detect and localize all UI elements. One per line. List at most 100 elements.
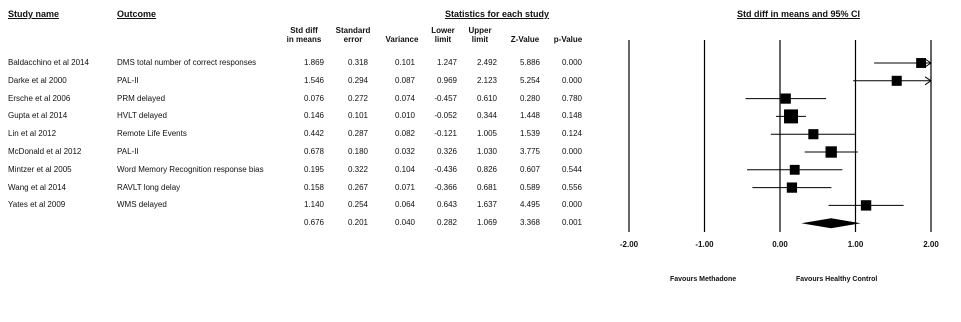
- col-std-diff-line2: in means: [286, 35, 322, 44]
- z-cell: 5.254: [519, 75, 540, 85]
- col-std-error-line1: Standard: [335, 26, 371, 35]
- summary-z-cell: 3.368: [519, 218, 540, 228]
- z-cell: 3.775: [519, 147, 540, 156]
- p-cell: 0.000: [561, 75, 582, 85]
- study-name-cell: Gupta et al 2014: [8, 111, 68, 121]
- se-cell: 0.180: [347, 147, 368, 156]
- study-name-cell: Baldacchino et al 2014: [8, 58, 89, 67]
- upper-cell: 2.123: [476, 75, 497, 85]
- study-point: [789, 164, 800, 175]
- favours-left-label: Favours Methadone: [670, 276, 737, 283]
- statistics-header: Statistics for each study: [445, 9, 550, 19]
- col-z-header: Z-Value: [505, 26, 545, 44]
- var-cell: 0.101: [394, 58, 415, 67]
- outcome-header: Outcome: [117, 9, 157, 19]
- x-tick-label: 2.00: [923, 240, 939, 249]
- var-cell: 0.010: [394, 111, 415, 121]
- study-point: [780, 93, 791, 104]
- outcome-cell: Remote Life Events: [117, 129, 187, 139]
- p-cell: 0.148: [561, 111, 582, 121]
- study-point: [891, 75, 902, 86]
- outcome-cell: Word Memory Recognition response bias: [117, 164, 264, 174]
- var-cell: 0.074: [394, 93, 415, 103]
- z-cell: 0.607: [519, 164, 540, 174]
- study-name-cell: Lin et al 2012: [8, 129, 57, 139]
- x-tick-label: 1.00: [847, 240, 864, 249]
- study-point: [916, 58, 927, 68]
- study-point: [825, 146, 837, 158]
- upper-cell: 0.344: [476, 111, 497, 121]
- upper-cell: 1.030: [476, 147, 497, 156]
- plot-title: Std diff in means and 95% CI: [737, 9, 861, 19]
- study-point: [784, 109, 799, 124]
- smd-cell: 1.140: [303, 200, 324, 210]
- study-point: [860, 200, 872, 211]
- col-upper-line1: Upper: [468, 26, 492, 35]
- lower-cell: 1.247: [436, 58, 457, 67]
- summary-smd-cell: 0.676: [303, 218, 324, 228]
- se-cell: 0.254: [347, 200, 368, 210]
- p-cell: 0.556: [561, 182, 582, 192]
- col-variance-line2: Variance: [385, 35, 419, 44]
- var-cell: 0.064: [394, 200, 415, 210]
- col-std-error-header: Standard error: [331, 26, 375, 44]
- col-upper-line2: limit: [471, 35, 489, 44]
- outcome-cell: WMS delayed: [117, 200, 167, 210]
- upper-cell: 0.610: [476, 93, 497, 103]
- se-cell: 0.101: [347, 111, 368, 121]
- upper-cell: 1.637: [476, 200, 497, 210]
- z-cell: 4.495: [519, 200, 540, 210]
- smd-cell: 0.678: [303, 147, 324, 156]
- study-name-cell: Yates et al 2009: [8, 200, 66, 210]
- p-cell: 0.000: [561, 200, 582, 210]
- ci-arrow: [924, 58, 932, 68]
- col-variance-header: Variance: [380, 26, 424, 44]
- x-tick-label: 0.00: [772, 240, 788, 249]
- outcome-cell: PAL-II: [117, 147, 139, 156]
- upper-cell: 1.005: [476, 129, 497, 139]
- se-cell: 0.272: [347, 93, 368, 103]
- z-cell: 1.539: [519, 129, 540, 139]
- summary-upper-cell: 1.069: [476, 218, 497, 228]
- outcome-cell: HVLT delayed: [117, 111, 167, 121]
- p-cell: 0.124: [561, 129, 582, 139]
- upper-cell: 0.826: [476, 164, 497, 174]
- summary-p-cell: 0.001: [561, 218, 582, 228]
- p-cell: 0.000: [561, 147, 582, 156]
- smd-cell: 1.869: [303, 58, 324, 67]
- col-std-error-line2: error: [343, 35, 363, 44]
- lower-cell: 0.326: [436, 147, 457, 156]
- smd-cell: 0.158: [303, 182, 324, 192]
- se-cell: 0.267: [347, 182, 368, 192]
- x-tick-label: -2.00: [619, 240, 639, 249]
- favours-right-label: Favours Healthy Control: [796, 276, 878, 283]
- col-p-line2: p-Value: [553, 35, 583, 44]
- summary-lower-cell: 0.282: [436, 218, 457, 228]
- var-cell: 0.071: [394, 182, 415, 192]
- smd-cell: 0.442: [303, 129, 324, 139]
- z-cell: 0.280: [519, 93, 540, 103]
- z-cell: 0.589: [519, 182, 540, 192]
- lower-cell: 0.643: [436, 200, 457, 210]
- summary-se-cell: 0.201: [347, 218, 368, 228]
- smd-cell: 0.076: [303, 93, 324, 103]
- col-z-line2: Z-Value: [510, 35, 540, 44]
- summary-diamond: [801, 218, 861, 229]
- study-name-header: Study name: [8, 9, 60, 19]
- col-p-header: p-Value: [548, 26, 588, 44]
- p-cell: 0.780: [561, 93, 582, 103]
- study-name-cell: Ersche et al 2006: [8, 93, 71, 103]
- upper-cell: 0.681: [476, 182, 497, 192]
- col-std-diff-header: Std diff in means: [283, 26, 325, 44]
- study-point: [786, 182, 798, 193]
- var-cell: 0.032: [394, 147, 415, 156]
- lower-cell: -0.052: [434, 111, 457, 121]
- smd-cell: 0.195: [303, 164, 324, 174]
- lower-cell: -0.457: [434, 93, 457, 103]
- se-cell: 0.322: [347, 164, 368, 174]
- p-cell: 0.000: [561, 58, 582, 67]
- outcome-cell: PRM delayed: [117, 93, 166, 103]
- study-point: [808, 129, 819, 140]
- se-cell: 0.287: [347, 129, 368, 139]
